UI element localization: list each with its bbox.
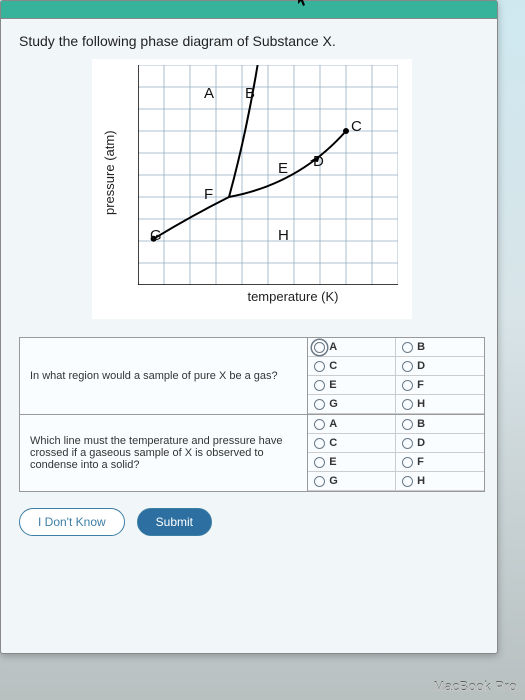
radio-icon bbox=[314, 419, 325, 430]
point-label-G: G bbox=[150, 227, 162, 244]
radio-icon bbox=[402, 361, 413, 372]
option-label: D bbox=[417, 360, 425, 372]
y-axis-label: pressure (atm) bbox=[102, 130, 117, 215]
device-brand-label: MacBook Pro bbox=[433, 679, 517, 694]
option-q2-D[interactable]: D bbox=[396, 434, 484, 453]
radio-icon bbox=[402, 476, 413, 487]
option-label: H bbox=[417, 398, 425, 410]
option-q1-A[interactable]: A bbox=[308, 338, 396, 357]
curve-label-B: B bbox=[245, 85, 255, 102]
plot-area: A B C D E F G H bbox=[138, 65, 398, 285]
question-2-options: A B C D E F G H bbox=[308, 415, 484, 491]
option-label: E bbox=[329, 456, 336, 468]
radio-icon bbox=[402, 457, 413, 468]
option-label: G bbox=[329, 398, 338, 410]
option-q2-F[interactable]: F bbox=[396, 453, 484, 472]
region-label-E: E bbox=[278, 160, 288, 177]
curve-label-F: F bbox=[204, 186, 213, 203]
option-q1-G[interactable]: G bbox=[308, 395, 396, 414]
x-axis-label: temperature (K) bbox=[138, 289, 408, 304]
option-q2-B[interactable]: B bbox=[396, 415, 484, 434]
option-label: H bbox=[417, 475, 425, 487]
option-q2-G[interactable]: G bbox=[308, 472, 396, 491]
radio-icon bbox=[314, 438, 325, 449]
radio-icon bbox=[402, 438, 413, 449]
region-label-H: H bbox=[278, 227, 289, 244]
option-q1-H[interactable]: H bbox=[396, 395, 484, 414]
question-row-2: Which line must the temperature and pres… bbox=[20, 415, 485, 492]
option-q2-A[interactable]: A bbox=[308, 415, 396, 434]
point-C-dot bbox=[343, 128, 349, 134]
option-label: E bbox=[329, 379, 336, 391]
option-label: F bbox=[417, 456, 424, 468]
option-label: B bbox=[417, 418, 425, 430]
radio-icon bbox=[314, 457, 325, 468]
radio-icon bbox=[314, 361, 325, 372]
option-q1-E[interactable]: E bbox=[308, 376, 396, 395]
option-label: D bbox=[417, 437, 425, 449]
grid-lines bbox=[138, 65, 398, 285]
plot-svg: A B C D E F G H bbox=[138, 65, 398, 285]
option-q2-H[interactable]: H bbox=[396, 472, 484, 491]
radio-icon bbox=[402, 342, 413, 353]
submit-button[interactable]: Submit bbox=[137, 508, 212, 536]
question-1-text: In what region would a sample of pure X … bbox=[20, 338, 308, 415]
prompt-text: Study the following phase diagram of Sub… bbox=[19, 33, 485, 49]
option-q1-F[interactable]: F bbox=[396, 376, 484, 395]
option-label: B bbox=[417, 341, 425, 353]
option-label: C bbox=[329, 360, 337, 372]
option-label: A bbox=[329, 341, 337, 353]
option-q1-C[interactable]: C bbox=[308, 357, 396, 376]
dont-know-button[interactable]: I Don't Know bbox=[19, 508, 125, 536]
option-label: G bbox=[329, 475, 338, 487]
app-window: Study the following phase diagram of Sub… bbox=[0, 0, 498, 654]
option-label: A bbox=[329, 418, 337, 430]
window-header-bar bbox=[1, 1, 497, 19]
option-label: C bbox=[329, 437, 337, 449]
option-q2-C[interactable]: C bbox=[308, 434, 396, 453]
radio-icon bbox=[402, 399, 413, 410]
region-label-A: A bbox=[204, 85, 214, 102]
question-2-text: Which line must the temperature and pres… bbox=[20, 415, 308, 492]
point-label-C: C bbox=[351, 118, 362, 135]
question-row-1: In what region would a sample of pure X … bbox=[20, 338, 485, 415]
radio-icon bbox=[314, 399, 325, 410]
radio-icon bbox=[314, 380, 325, 391]
option-q1-D[interactable]: D bbox=[396, 357, 484, 376]
sublimation-curve bbox=[154, 197, 229, 239]
option-q1-B[interactable]: B bbox=[396, 338, 484, 357]
button-row: I Don't Know Submit bbox=[19, 508, 485, 536]
radio-icon bbox=[402, 419, 413, 430]
question-table: In what region would a sample of pure X … bbox=[19, 337, 485, 492]
option-q2-E[interactable]: E bbox=[308, 453, 396, 472]
question-1-options: A B C D E F G H bbox=[308, 338, 484, 414]
option-label: F bbox=[417, 379, 424, 391]
phase-diagram-chart: pressure (atm) bbox=[92, 59, 412, 319]
radio-icon bbox=[402, 380, 413, 391]
radio-icon bbox=[314, 342, 325, 353]
radio-icon bbox=[314, 476, 325, 487]
content-area: Study the following phase diagram of Sub… bbox=[1, 19, 497, 546]
